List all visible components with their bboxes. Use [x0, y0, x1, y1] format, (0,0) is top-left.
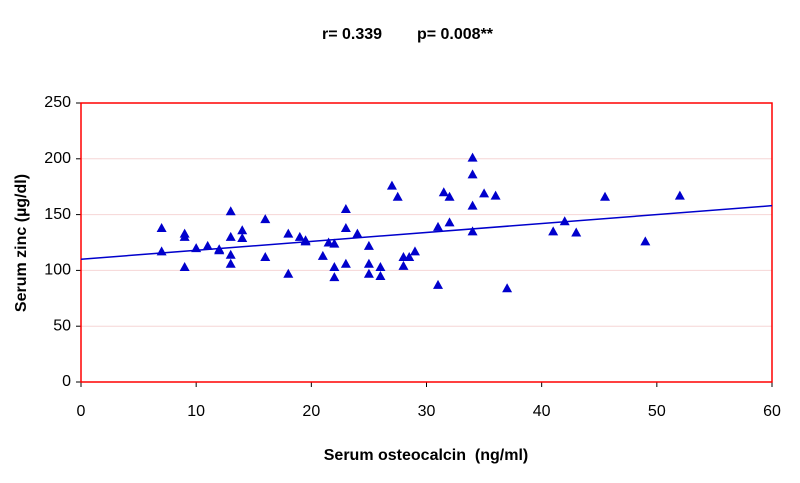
- marker: [179, 262, 190, 272]
- marker: [323, 237, 334, 247]
- y-tick-label: 100: [44, 262, 71, 279]
- marker: [375, 270, 386, 280]
- x-tick-label: 10: [187, 403, 205, 420]
- marker: [398, 260, 409, 270]
- marker: [409, 246, 420, 256]
- marker: [444, 217, 455, 227]
- marker: [674, 190, 685, 200]
- marker: [444, 191, 455, 201]
- marker: [317, 250, 328, 260]
- x-tick-label: 20: [302, 403, 320, 420]
- marker: [329, 272, 340, 282]
- marker: [386, 180, 397, 190]
- y-tick-label: 0: [62, 373, 71, 390]
- marker: [283, 228, 294, 238]
- trend-line: [80, 204, 773, 260]
- marker: [260, 214, 271, 224]
- marker: [363, 240, 374, 250]
- y-axis-label: Serum zinc (µg/dl): [13, 174, 30, 312]
- marker: [502, 283, 513, 293]
- marker: [300, 236, 311, 246]
- marker: [467, 152, 478, 162]
- marker: [363, 268, 374, 278]
- marker: [352, 228, 363, 238]
- x-tick-label: 40: [533, 403, 551, 420]
- annotation: r= 0.339: [322, 26, 382, 43]
- annotation: p= 0.008**: [417, 26, 494, 43]
- marker: [225, 258, 236, 268]
- marker: [340, 222, 351, 232]
- x-tick-label: 30: [418, 403, 436, 420]
- x-tick-label: 60: [763, 403, 781, 420]
- marker: [225, 249, 236, 259]
- marker: [156, 246, 167, 256]
- x-tick-label: 50: [648, 403, 666, 420]
- marker: [340, 258, 351, 268]
- marker: [404, 252, 415, 262]
- marker: [283, 268, 294, 278]
- marker: [214, 245, 225, 255]
- marker: [467, 226, 478, 236]
- marker: [202, 240, 213, 250]
- marker: [294, 231, 305, 241]
- plot-frame: [80, 102, 773, 383]
- marker: [179, 231, 190, 241]
- marker: [329, 262, 340, 272]
- marker: [340, 204, 351, 214]
- marker: [600, 191, 611, 201]
- y-tick-label: 50: [53, 317, 71, 334]
- marker: [467, 169, 478, 179]
- marker: [363, 258, 374, 268]
- marker: [640, 236, 651, 246]
- y-tick-label: 250: [44, 94, 71, 111]
- marker: [329, 238, 340, 248]
- marker: [467, 200, 478, 210]
- marker: [225, 231, 236, 241]
- marker: [375, 262, 386, 272]
- marker: [438, 187, 449, 197]
- marker: [237, 233, 248, 243]
- marker: [392, 191, 403, 201]
- x-tick-label: 0: [77, 403, 86, 420]
- marker: [479, 188, 490, 198]
- marker: [225, 206, 236, 216]
- marker: [260, 252, 271, 262]
- marker: [433, 221, 444, 231]
- y-tick-label: 150: [44, 206, 71, 223]
- marker: [548, 226, 559, 236]
- marker: [559, 216, 570, 226]
- marker: [156, 222, 167, 232]
- marker: [490, 190, 501, 200]
- marker: [571, 227, 582, 237]
- marker: [237, 225, 248, 235]
- y-tick-label: 200: [44, 150, 71, 167]
- x-axis-label: Serum osteocalcin (ng/ml): [324, 447, 528, 464]
- marker: [433, 279, 444, 289]
